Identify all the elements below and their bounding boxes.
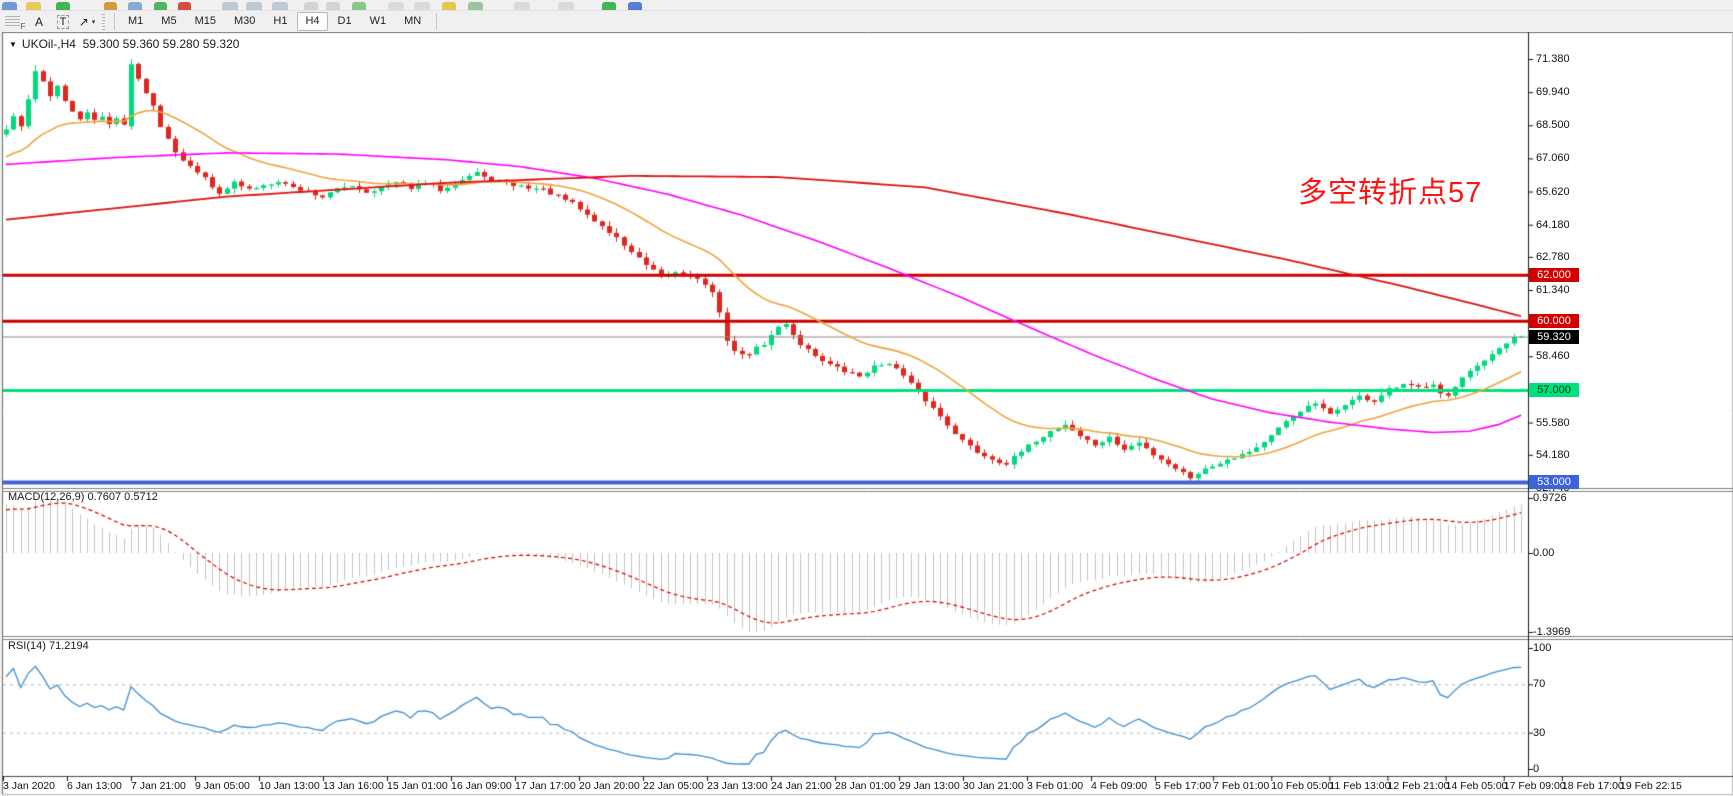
arrow-objects-tool[interactable]: ↗ ▾ (78, 14, 96, 29)
zoom-out-icon[interactable] (326, 2, 340, 10)
textbox-tool[interactable]: T (52, 12, 74, 31)
hline-tool-icon[interactable] (388, 2, 404, 10)
candle-chart-icon[interactable] (246, 2, 262, 10)
vline-tool-icon[interactable] (414, 2, 430, 10)
toolbar-drag-handle[interactable] (102, 13, 105, 30)
toolbar-separator (114, 13, 115, 30)
timeframe-m30[interactable]: M30 (233, 15, 256, 27)
timeframe-m15[interactable]: M15 (194, 15, 216, 27)
terminal-icon[interactable] (178, 2, 191, 10)
line-chart-icon[interactable] (272, 2, 288, 10)
data-window-icon[interactable] (128, 2, 142, 10)
timeframe-w1[interactable]: W1 (369, 15, 387, 27)
bar-chart-icon[interactable] (222, 2, 238, 10)
new-chart-icon[interactable] (2, 2, 17, 10)
add-icon[interactable] (56, 2, 70, 10)
trendline-tool-icon[interactable] (442, 2, 456, 10)
navigator-icon[interactable] (154, 2, 167, 10)
timeframe-h1[interactable]: H1 (273, 15, 288, 27)
text-tool[interactable]: A (34, 14, 43, 29)
fibonacci-tool-icon[interactable] (468, 2, 483, 10)
profiles-icon[interactable] (26, 2, 41, 10)
timeframe-h4[interactable]: H4 (297, 12, 328, 31)
timeframe-d1[interactable]: D1 (337, 15, 352, 27)
cursor-tool-icon[interactable] (558, 2, 574, 10)
chart-annotation-text[interactable]: 多空转折点57 (1298, 177, 1483, 209)
timeframe-m1[interactable]: M1 (128, 15, 144, 27)
chart-shift-tool[interactable]: F (4, 12, 26, 31)
toolbar-separator (436, 13, 438, 30)
toolbar-row-main (0, 0, 1733, 11)
toolbar: F A T ↗ ▾ M1 M5 M15 M30 H1 H4 D1 W1 MN (0, 0, 1733, 32)
crosshair-tool-icon[interactable] (514, 2, 530, 10)
timeframe-mn[interactable]: MN (404, 15, 422, 27)
autotrading-icon[interactable] (628, 2, 642, 10)
market-watch-icon[interactable] (104, 2, 117, 10)
zoom-in-icon[interactable] (304, 2, 318, 10)
toolbar-row-tools: F A T ↗ ▾ M1 M5 M15 M30 H1 H4 D1 W1 MN (0, 11, 1733, 32)
tile-windows-icon[interactable] (352, 2, 366, 10)
add-indicator-icon[interactable] (602, 2, 616, 10)
timeframe-m5[interactable]: M5 (161, 15, 177, 27)
